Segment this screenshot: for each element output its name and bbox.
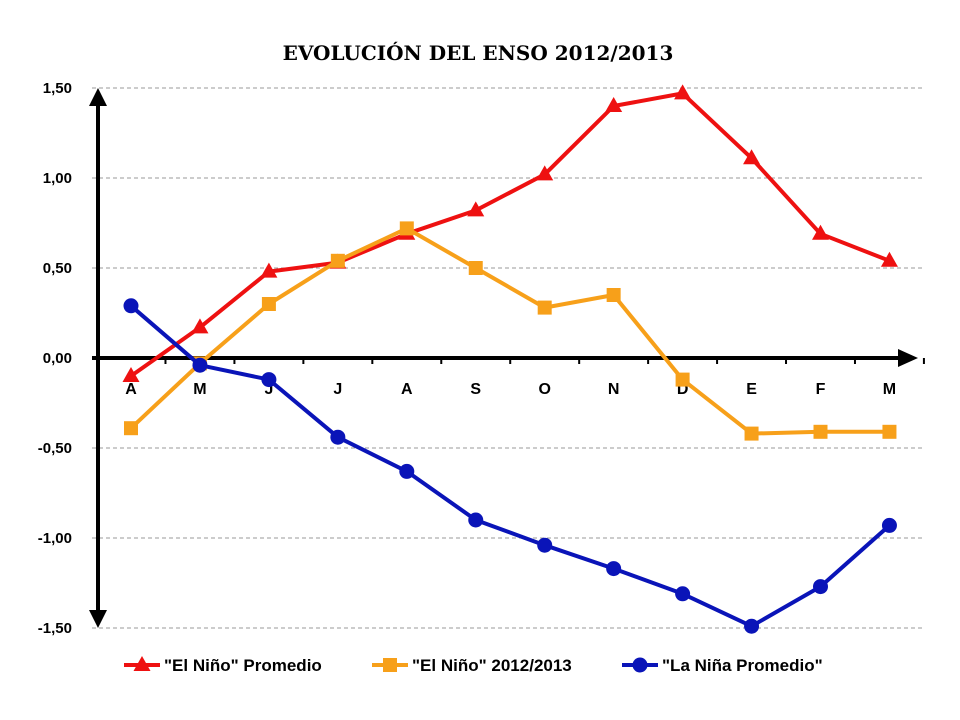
y-tick-label: 0,00	[43, 350, 72, 367]
y-axis-arrow-up	[89, 88, 107, 106]
data-point	[468, 512, 484, 528]
data-point	[881, 517, 897, 533]
chart-title: EVOLUCIÓN DEL ENSO 2012/2013	[283, 40, 674, 65]
data-point	[399, 221, 414, 236]
series-line	[129, 91, 891, 378]
legend-label: "El Niño" 2012/2013	[412, 656, 572, 675]
legend-label: "La Niña Promedio"	[662, 656, 823, 675]
series-group	[122, 84, 898, 634]
x-tick-label: F	[816, 381, 826, 398]
data-point	[813, 579, 828, 595]
data-point	[330, 253, 345, 268]
data-point	[468, 261, 483, 275]
y-tick-label: 1,50	[43, 80, 72, 97]
data-point	[536, 165, 554, 181]
data-point	[122, 367, 140, 382]
gridlines	[92, 87, 922, 629]
y-tick-label: -1,00	[38, 530, 72, 547]
data-point	[812, 224, 829, 240]
y-tick-label: -1,50	[38, 620, 72, 637]
x-tick-label: M	[883, 381, 896, 398]
data-point	[467, 201, 485, 217]
x-tick-label: N	[608, 381, 620, 398]
data-point	[606, 561, 622, 577]
series-3	[123, 298, 897, 634]
y-tick-labels: 1,50 1,00 0,50 0,00 -0,50 -1,00 -1,50	[38, 80, 72, 637]
y-tick-label: 0,50	[43, 260, 72, 277]
data-point	[260, 262, 278, 278]
x-tick-label: O	[538, 381, 550, 398]
data-point	[606, 288, 621, 302]
x-tick-label: J	[333, 381, 342, 398]
data-point	[744, 618, 760, 634]
legend-item: "El Niño" Promedio	[124, 656, 322, 675]
data-point	[124, 421, 138, 436]
y-tick-label: 1,00	[43, 170, 72, 187]
data-point	[537, 537, 553, 553]
x-tick-label: E	[746, 381, 757, 398]
x-axis-arrow	[898, 349, 918, 367]
legend-item: "La Niña Promedio"	[622, 656, 823, 675]
series-1	[122, 84, 898, 382]
legend-marker	[632, 657, 648, 673]
legend: "El Niño" Promedio "El Niño" 2012/2013 "La…	[124, 656, 823, 675]
legend-marker	[383, 658, 397, 672]
data-point	[191, 318, 209, 334]
data-point	[675, 586, 691, 602]
data-point	[192, 357, 208, 373]
series-line	[129, 226, 890, 436]
x-tick-label: D	[677, 381, 689, 398]
data-point	[880, 251, 898, 267]
axes	[89, 88, 925, 628]
data-point	[123, 298, 139, 314]
y-axis-arrow-down	[89, 610, 107, 628]
data-point	[743, 149, 761, 165]
data-point	[261, 297, 276, 311]
data-point	[261, 372, 277, 388]
data-point	[744, 426, 759, 441]
data-point	[675, 372, 690, 387]
data-point	[882, 424, 897, 439]
legend-marker	[133, 656, 151, 671]
data-point	[537, 300, 552, 315]
x-tick-label: A	[401, 381, 413, 398]
x-tick-label: A	[125, 381, 137, 398]
data-point	[674, 84, 692, 100]
data-point	[605, 97, 623, 112]
legend-item: "El Niño" 2012/2013	[372, 656, 572, 675]
y-tick-label: -0,50	[38, 440, 72, 457]
data-point	[813, 424, 828, 439]
data-point	[330, 429, 346, 445]
series-2	[124, 221, 897, 441]
x-tick-label: S	[470, 381, 481, 398]
x-tick-label: J	[264, 381, 273, 398]
data-point	[399, 463, 415, 479]
legend-label: "El Niño" Promedio	[164, 656, 322, 675]
x-tick-label: M	[193, 381, 206, 398]
series-line	[129, 304, 891, 629]
